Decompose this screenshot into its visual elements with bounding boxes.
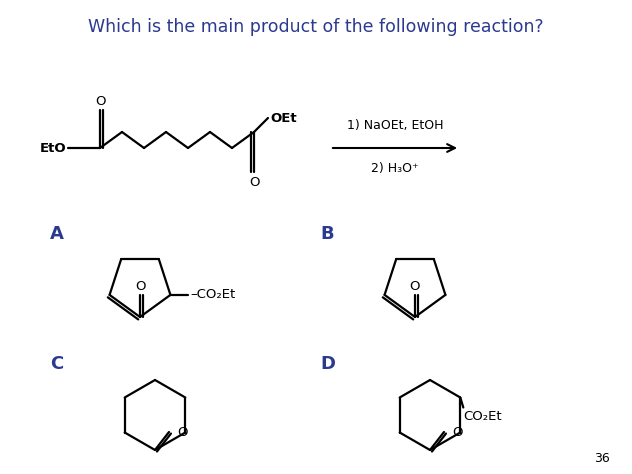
Text: 36: 36 — [594, 452, 610, 465]
Text: O: O — [95, 94, 106, 108]
Text: –CO₂Et: –CO₂Et — [190, 288, 236, 301]
Text: OEt: OEt — [270, 111, 296, 125]
Text: D: D — [320, 355, 335, 373]
Text: O: O — [410, 280, 420, 292]
Text: CO₂Et: CO₂Et — [463, 410, 502, 422]
Text: O: O — [135, 280, 145, 292]
Text: C: C — [50, 355, 63, 373]
Text: A: A — [50, 225, 64, 243]
Text: EtO: EtO — [39, 142, 66, 155]
Text: 1) NaOEt, EtOH: 1) NaOEt, EtOH — [347, 119, 443, 132]
Text: O: O — [249, 175, 259, 189]
Text: O: O — [177, 426, 188, 438]
Text: O: O — [452, 426, 463, 438]
Text: Which is the main product of the following reaction?: Which is the main product of the followi… — [88, 18, 544, 36]
Text: 2) H₃O⁺: 2) H₃O⁺ — [371, 162, 419, 175]
Text: B: B — [320, 225, 334, 243]
